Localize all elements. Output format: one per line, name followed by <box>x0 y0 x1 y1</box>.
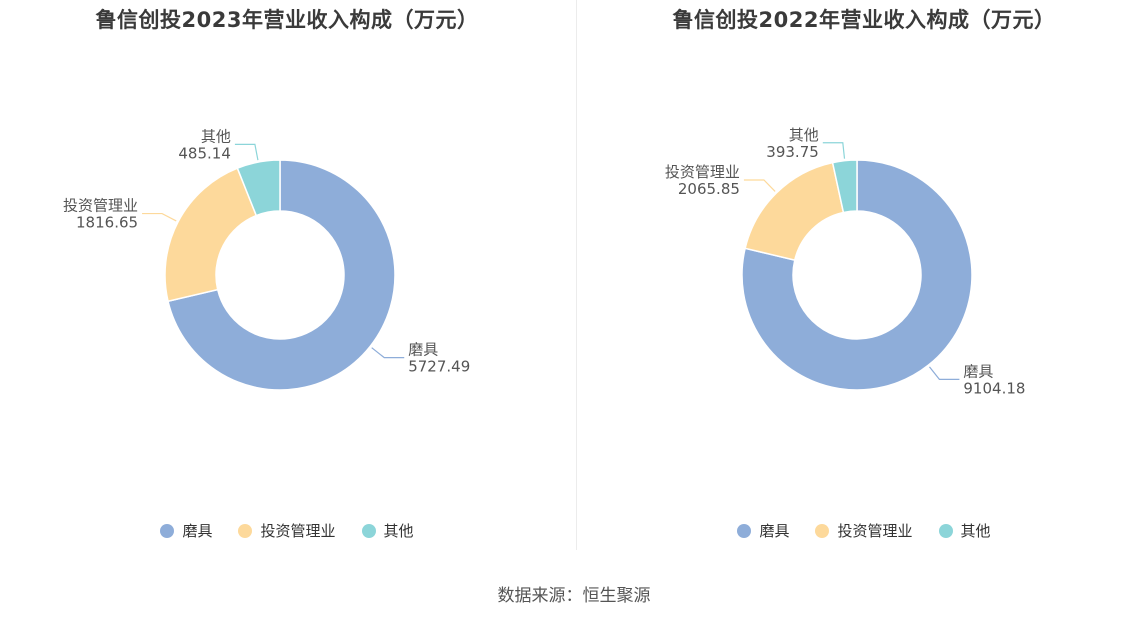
legend-label: 投资管理业 <box>837 522 913 540</box>
chart-panel-2022: 鲁信创投2022年营业收入构成（万元） 磨具 9104.18 投资管理业 2065.8… <box>577 0 1148 555</box>
legend-item-qita[interactable]: 其他 <box>938 520 991 541</box>
legend-item-touzi[interactable]: 投资管理业 <box>238 520 336 541</box>
donut-slice[interactable] <box>831 159 858 214</box>
slice-value-label: 5727.49 <box>408 358 470 376</box>
legend-item-mojv[interactable]: 磨具 <box>160 520 212 541</box>
slice-value-label: 485.14 <box>178 144 231 162</box>
slice-leader-line <box>822 142 846 159</box>
slice-value-label: 393.75 <box>766 143 819 161</box>
slice-label: 磨具 <box>963 362 993 380</box>
slice-leader-line <box>743 179 776 192</box>
legend-dot-icon <box>160 523 175 538</box>
slice-value-label: 2065.85 <box>678 180 740 198</box>
slice-leader-line <box>142 212 177 222</box>
slice-label: 投资管理业 <box>63 197 138 215</box>
legend-label: 磨具 <box>759 522 790 540</box>
donut-slice[interactable] <box>164 167 258 303</box>
chart-panel-2023: 鲁信创投2023年营业收入构成（万元） 磨具 5727.49 投资管理业 1816.6… <box>0 0 574 555</box>
legend: 磨具 投资管理业 其他 <box>577 520 1148 541</box>
legend-dot-icon <box>737 523 752 538</box>
slice-leader-line <box>371 347 405 359</box>
legend-label: 磨具 <box>182 522 213 540</box>
chart-title: 鲁信创投2022年营业收入构成（万元） <box>672 8 1056 32</box>
donut-slice[interactable] <box>167 159 396 391</box>
legend-dot-icon <box>938 523 953 538</box>
legend-label: 其他 <box>383 522 414 540</box>
legend-label: 投资管理业 <box>260 522 336 540</box>
data-source: 数据来源：恒生聚源 <box>497 586 651 606</box>
legend-dot-icon <box>815 523 830 538</box>
slice-leader-line <box>234 143 259 161</box>
legend-item-touzi[interactable]: 投资管理业 <box>815 520 913 541</box>
legend-item-qita[interactable]: 其他 <box>361 520 414 541</box>
slice-value-label: 9104.18 <box>963 379 1025 397</box>
chart-title: 鲁信创投2023年营业收入构成（万元） <box>95 8 479 32</box>
legend-label: 其他 <box>960 522 991 540</box>
legend-dot-icon <box>361 523 376 538</box>
slice-label: 磨具 <box>408 341 438 359</box>
slice-leader-line <box>929 366 960 380</box>
panel-divider <box>576 0 577 550</box>
donut-slice[interactable] <box>236 159 281 217</box>
legend: 磨具 投资管理业 其他 <box>0 520 574 541</box>
slice-value-label: 1816.65 <box>76 214 138 232</box>
slice-label: 投资管理业 <box>665 163 740 181</box>
legend-dot-icon <box>238 523 253 538</box>
legend-item-mojv[interactable]: 磨具 <box>737 520 789 541</box>
slice-label: 其他 <box>201 127 231 145</box>
donut-slice[interactable] <box>741 159 973 391</box>
slice-label: 其他 <box>789 126 819 144</box>
donut-slice[interactable] <box>744 161 845 262</box>
